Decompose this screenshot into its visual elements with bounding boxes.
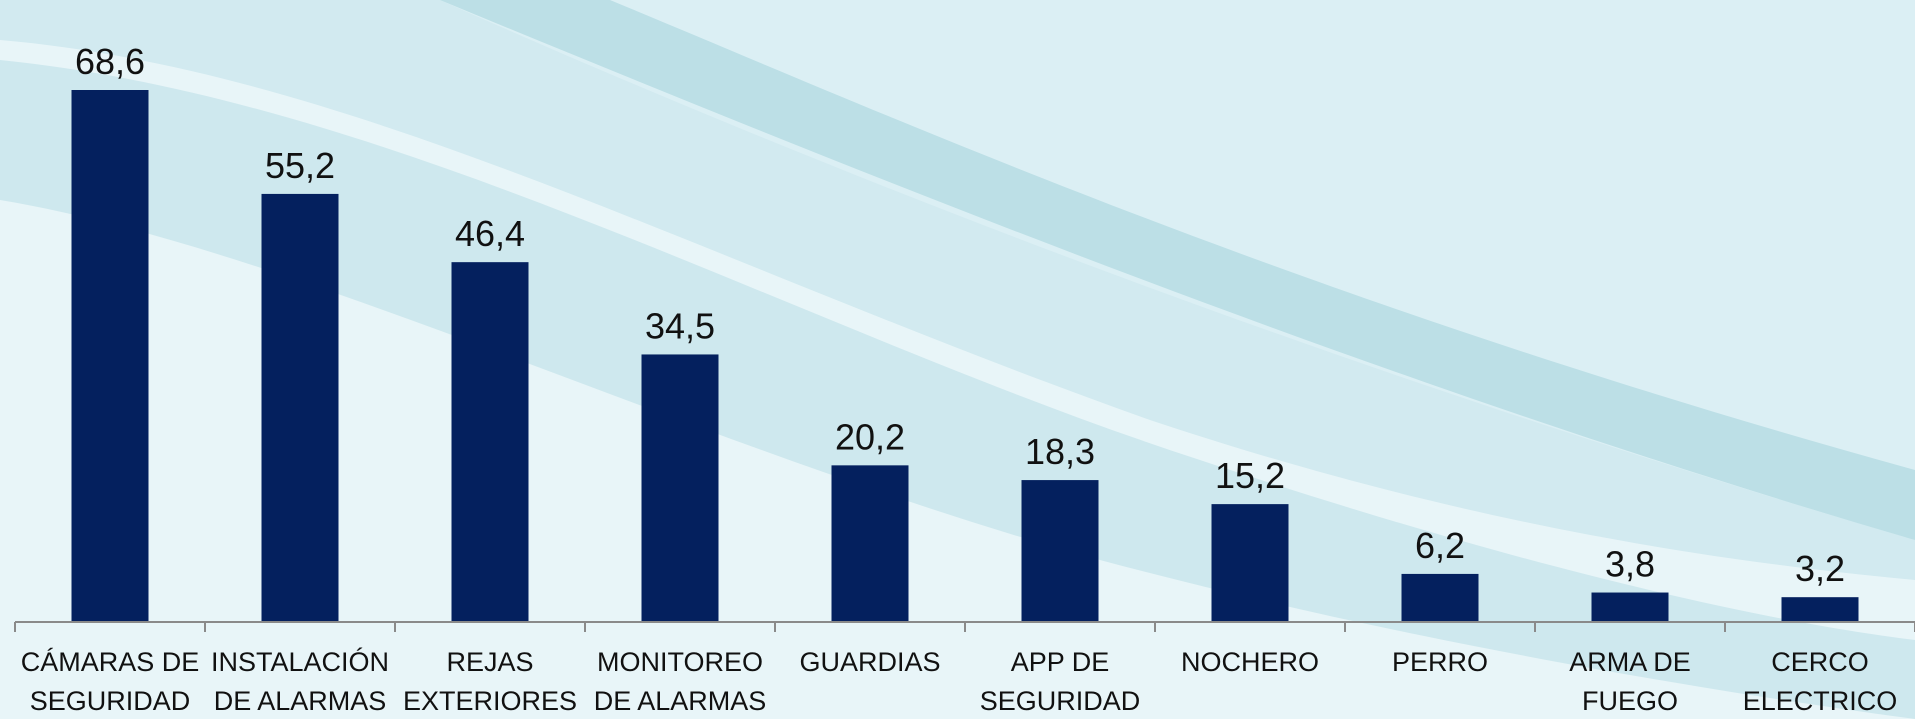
bar — [451, 262, 529, 622]
background-swoosh — [440, 0, 1915, 540]
value-label: 20,2 — [835, 416, 905, 457]
x-tick-label: MONITOREO DE ALARMAS — [593, 647, 767, 716]
x-tick-label: REJAS EXTERIORES — [402, 647, 578, 716]
value-label: 46,4 — [455, 213, 525, 254]
value-label: 3,8 — [1605, 544, 1655, 585]
value-label: 3,2 — [1795, 548, 1845, 589]
x-tick-label: PERRO — [1391, 647, 1489, 677]
x-tick-label: CERCO ELECTRICO — [1742, 647, 1898, 716]
x-tick-label: ARMA DE FUEGO — [1569, 647, 1691, 716]
value-label: 55,2 — [265, 145, 335, 186]
bar — [1021, 480, 1099, 622]
plot-area: 68,6 55,2 46,4 34,5 20,2 18,3 15,2 6,2 3,8 3,2 — [14, 41, 1915, 632]
value-label: 6,2 — [1415, 525, 1465, 566]
bar — [1211, 504, 1289, 622]
bar — [1591, 592, 1669, 622]
value-label: 18,3 — [1025, 431, 1095, 472]
x-tick-label: CÁMARAS DE SEGURIDAD — [20, 647, 200, 716]
value-label: 34,5 — [645, 305, 715, 346]
bar — [261, 193, 339, 622]
x-tick-label: NOCHERO — [1180, 647, 1319, 677]
bar — [641, 354, 719, 622]
value-label: 15,2 — [1215, 455, 1285, 496]
bar — [831, 465, 909, 622]
bar — [1781, 597, 1859, 622]
value-label: 68,6 — [75, 41, 145, 82]
bar — [71, 90, 149, 622]
x-tick-label: APP DE SEGURIDAD — [979, 647, 1141, 716]
x-tick-label: INSTALACIÓN DE ALARMAS — [210, 647, 390, 716]
bar — [1401, 573, 1479, 622]
background-swoosh — [0, 60, 1915, 719]
x-tick-label: GUARDIAS — [799, 647, 941, 677]
